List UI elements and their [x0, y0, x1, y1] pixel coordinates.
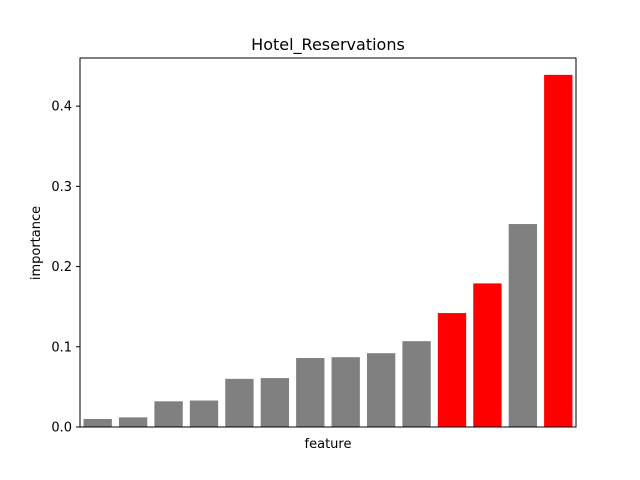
- bar: [402, 341, 431, 427]
- bar-highlighted: [437, 313, 467, 427]
- y-tick-label: 0.2: [51, 260, 72, 275]
- y-tick-label: 0.3: [51, 180, 72, 195]
- bar: [331, 357, 360, 427]
- bar-highlighted: [473, 283, 502, 427]
- bar: [225, 378, 254, 427]
- bar: [260, 378, 290, 427]
- bar: [189, 400, 219, 427]
- y-tick-label: 0.0: [51, 421, 72, 436]
- bar: [118, 417, 148, 427]
- y-axis-label: importance: [29, 206, 44, 280]
- x-axis-label: feature: [305, 437, 352, 452]
- bar: [154, 401, 183, 427]
- bar: [508, 224, 538, 427]
- y-tick-label: 0.1: [51, 340, 72, 355]
- bar-highlighted: [544, 74, 573, 427]
- plot-frame: [79, 57, 577, 428]
- y-tick-label: 0.4: [51, 100, 72, 115]
- bar: [83, 418, 112, 427]
- chart-title: Hotel_Reservations: [251, 35, 405, 55]
- bars-group: [83, 74, 573, 427]
- bar: [366, 353, 396, 427]
- y-axis-ticks: 0.0 0.1 0.2 0.3 0.4: [51, 100, 80, 436]
- bar: [296, 358, 325, 427]
